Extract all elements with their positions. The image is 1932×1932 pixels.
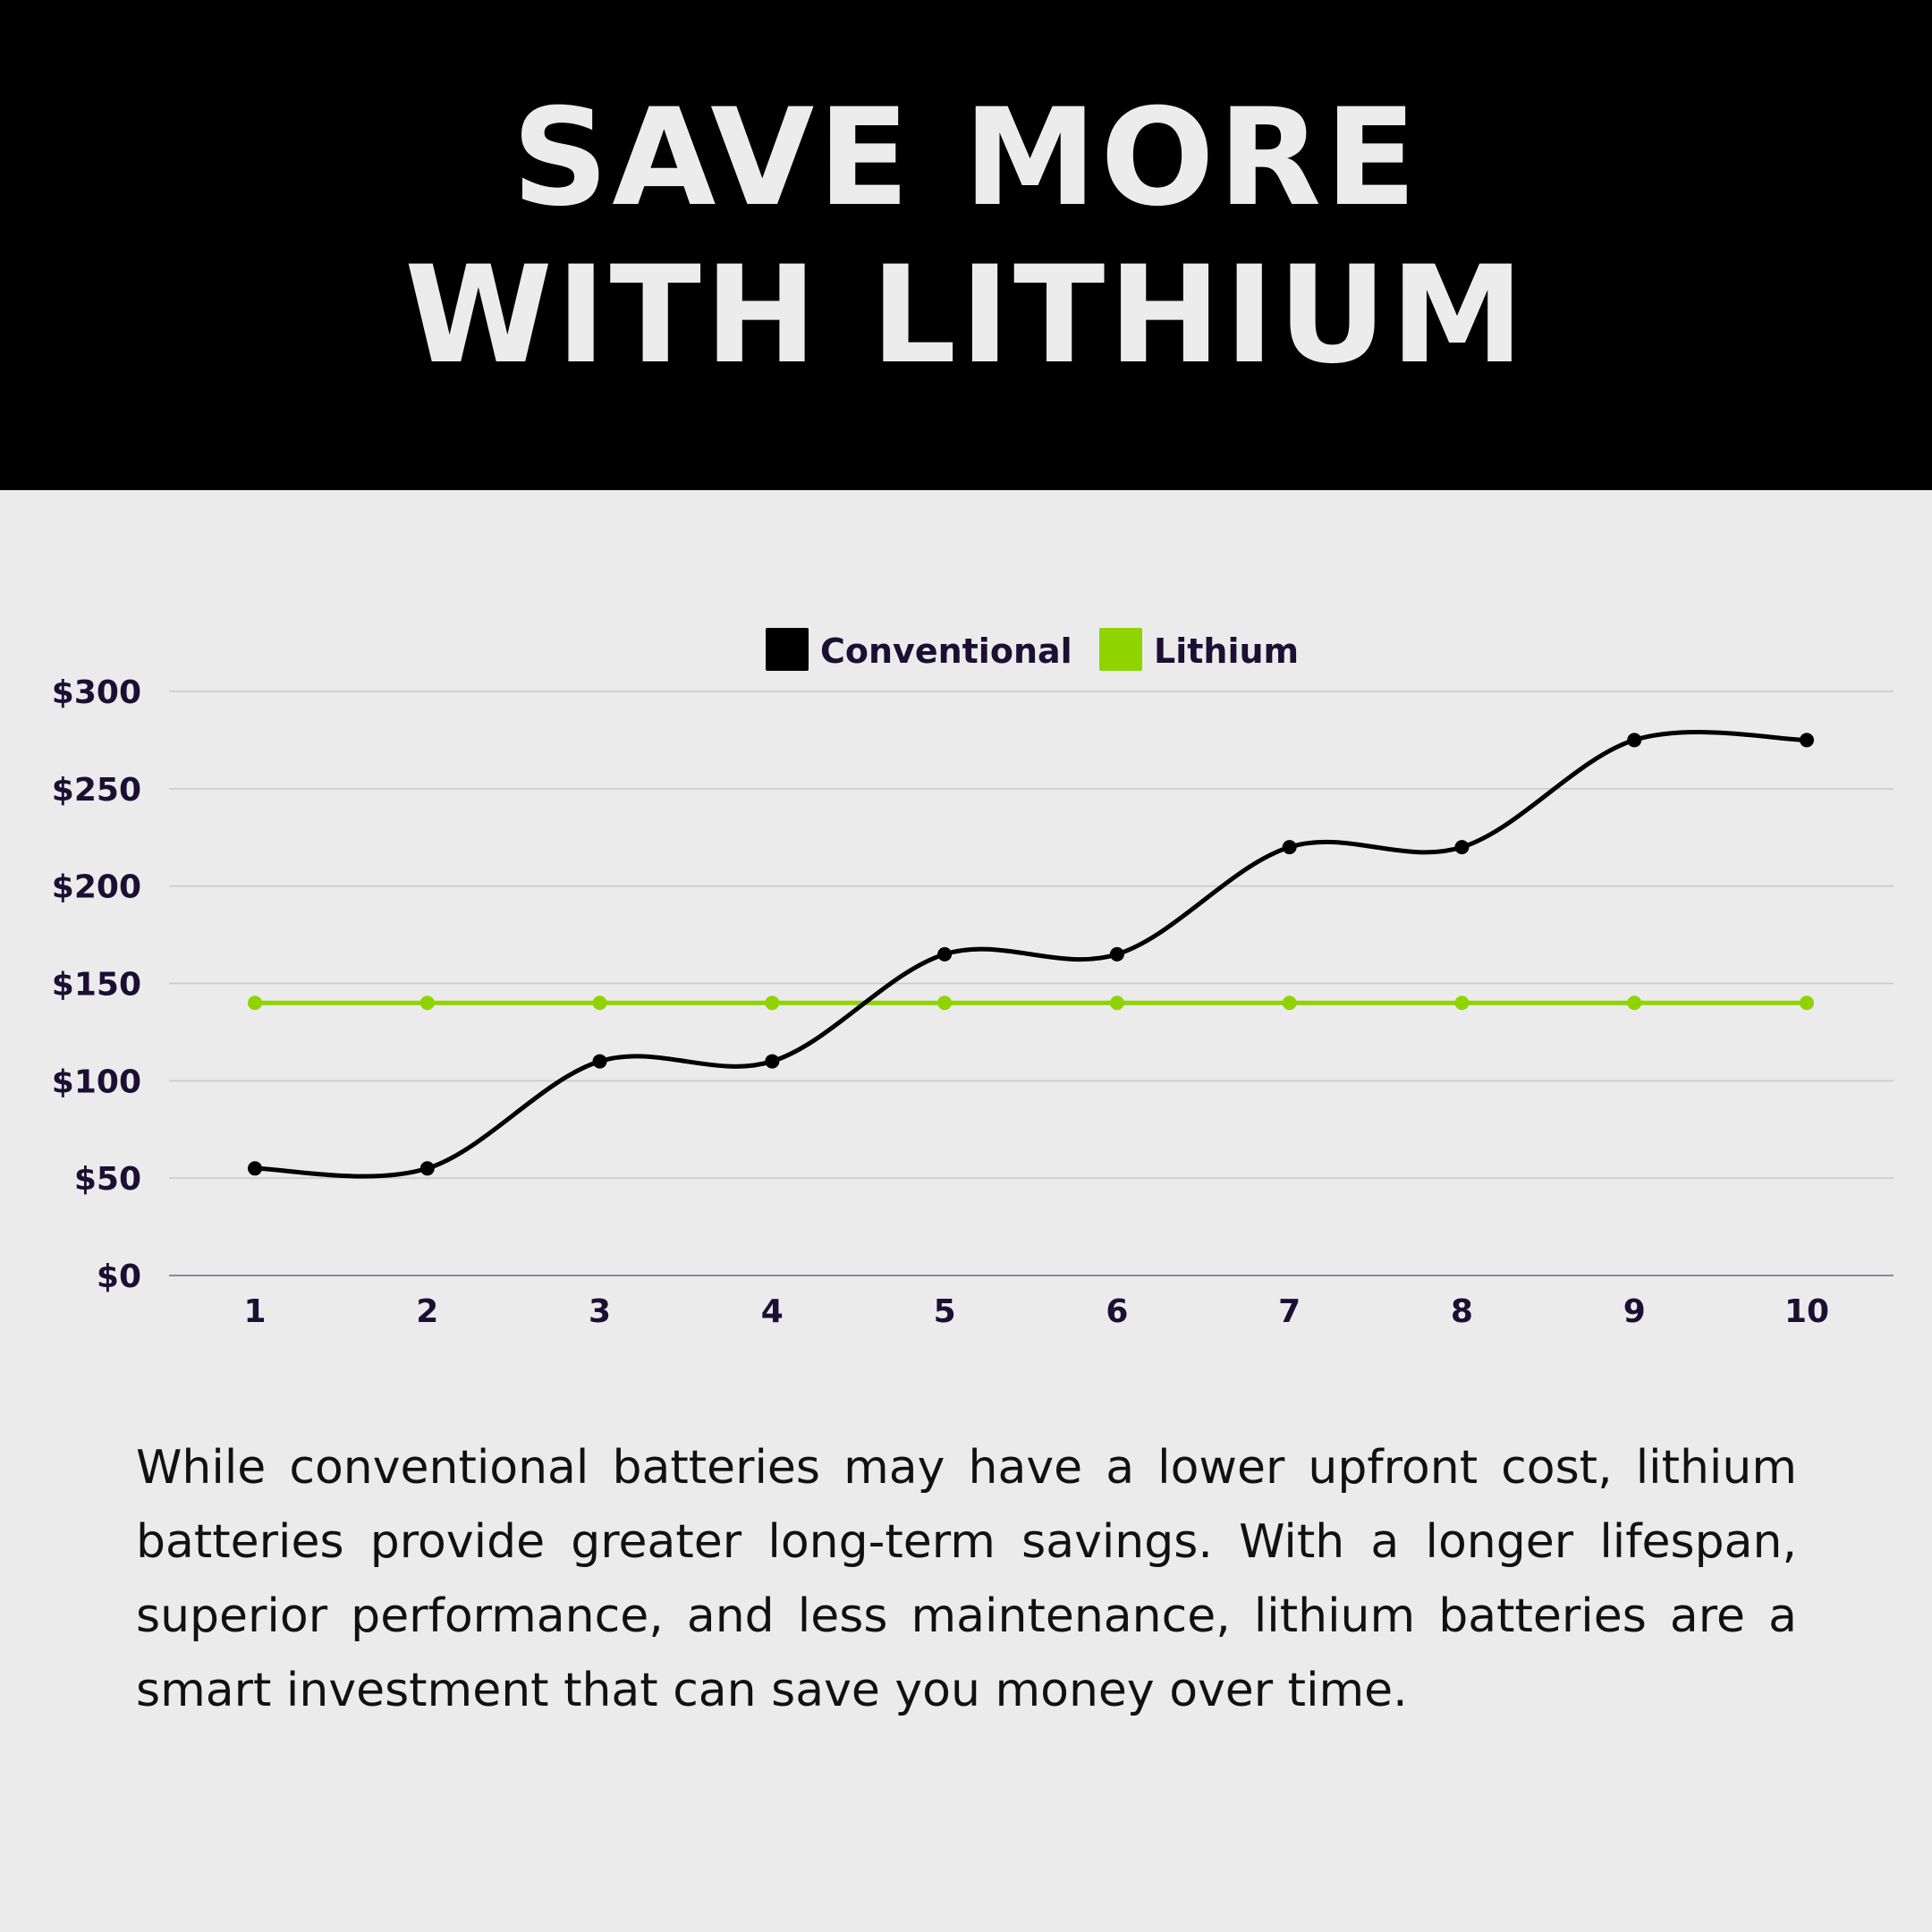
legend-swatch-lithium <box>1099 628 1142 671</box>
x-tick-label: 3 <box>589 1293 611 1330</box>
y-tick-label: $0 <box>97 1258 141 1295</box>
x-tick-label: 5 <box>934 1293 956 1330</box>
data-point-conventional <box>419 1161 435 1176</box>
x-tick-label: 2 <box>416 1293 438 1330</box>
x-tick-label: 1 <box>243 1293 266 1330</box>
data-point-lithium <box>419 996 435 1011</box>
title-line-2: WITH LITHIUM <box>404 238 1528 394</box>
header-banner: SAVE MORE WITH LITHIUM <box>0 0 1932 490</box>
x-tick-label: 9 <box>1623 1293 1646 1330</box>
description-paragraph: While conventional batteries may have a … <box>136 1441 1797 1717</box>
legend-label-lithium: Lithium <box>1154 631 1299 671</box>
y-tick-label: $100 <box>52 1063 141 1100</box>
data-point-lithium <box>937 996 953 1011</box>
x-tick-label: 4 <box>761 1293 784 1330</box>
data-point-conventional <box>1454 840 1470 855</box>
y-tick-label: $200 <box>52 869 141 906</box>
data-point-conventional <box>248 1161 262 1176</box>
data-point-conventional <box>592 1054 607 1069</box>
y-tick-label: $300 <box>52 674 141 711</box>
data-point-lithium <box>1800 996 1814 1011</box>
y-tick-label: $150 <box>52 967 141 1004</box>
data-point-conventional <box>1109 946 1124 962</box>
data-point-lithium <box>1282 996 1297 1011</box>
data-point-lithium <box>248 996 262 1011</box>
data-point-lithium <box>1109 996 1124 1011</box>
line-chart: $0 $50 $100 $150 $200 $250 $300 1 2 3 4 5 6 7 8 9 10 Conv… <box>52 628 1894 1330</box>
data-point-lithium <box>592 996 607 1011</box>
data-point-conventional <box>1282 840 1297 855</box>
data-point-lithium <box>765 996 780 1011</box>
data-point-conventional <box>1627 733 1642 748</box>
legend-label-conventional: Conventional <box>820 631 1072 671</box>
data-point-lithium <box>1627 996 1642 1011</box>
series-line-conventional <box>254 730 1808 1179</box>
x-tick-label: 8 <box>1451 1293 1473 1330</box>
x-tick-label: 6 <box>1106 1293 1128 1330</box>
x-tick-label: 7 <box>1278 1293 1301 1330</box>
y-tick-label: $50 <box>74 1161 141 1198</box>
data-point-conventional <box>937 946 953 962</box>
data-point-conventional <box>1800 733 1814 748</box>
legend-swatch-conventional <box>766 628 809 671</box>
data-point-lithium <box>1454 996 1470 1011</box>
y-tick-label: $250 <box>52 772 141 809</box>
x-tick-label: 10 <box>1784 1293 1829 1330</box>
data-point-conventional <box>765 1054 780 1069</box>
title-line-1: SAVE MORE <box>512 80 1420 236</box>
